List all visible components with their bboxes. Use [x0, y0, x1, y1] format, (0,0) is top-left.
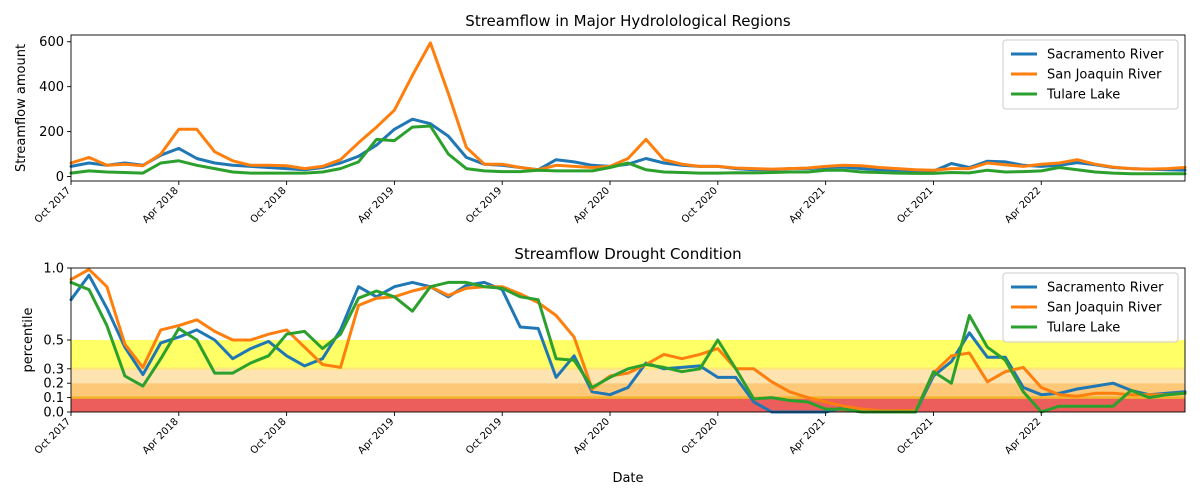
legend-label: Tulare Lake [1046, 88, 1120, 103]
chart-1-legend: Sacramento River San Joaquin River Tulare … [1002, 39, 1179, 110]
chart-2-y-axis-label: percentile [21, 307, 36, 372]
drought-band-1 [71, 368, 1185, 384]
y-tick-label: 400 [39, 80, 64, 95]
series-line-tulare-lake [69, 124, 1187, 176]
y-tick-label: 0.1 [43, 391, 64, 406]
legend-label: San Joaquin River [1047, 68, 1162, 83]
chart-1-series-layer [69, 41, 1187, 176]
plot-frame [70, 34, 1186, 182]
drought-band-3 [71, 397, 1185, 412]
legend-box [1002, 272, 1179, 343]
series-line-san-joaquin-river [69, 41, 1187, 172]
y-tick-label: 0.2 [43, 377, 64, 392]
chart-1-y-axis-label: Streamflow amount [14, 44, 29, 172]
chart-2-title: Streamflow Drought Condition [514, 245, 741, 263]
legend-label: Tulare Lake [1046, 321, 1120, 336]
y-tick-label: 600 [39, 35, 64, 50]
chart-2-x-axis-label: Date [612, 471, 643, 486]
y-tick-label: 0.0 [43, 406, 64, 421]
y-tick-label: 0.3 [43, 362, 64, 377]
series-line-tulare-lake [69, 280, 1187, 414]
legend-label: Sacramento River [1047, 281, 1164, 296]
chart-1-title: Streamflow in Major Hydrolological Regio… [465, 12, 791, 30]
series-line-san-joaquin-river [69, 267, 1187, 413]
chart-2-legend: Sacramento River San Joaquin River Tulare … [1002, 272, 1179, 343]
legend-box [1002, 39, 1179, 110]
legend-label: Sacramento River [1047, 48, 1164, 63]
y-tick-label: 1.0 [43, 262, 64, 277]
y-tick-label: 200 [39, 125, 64, 140]
chart-2-series-layer [69, 267, 1187, 414]
y-tick-label: 0 [56, 170, 64, 185]
legend-label: San Joaquin River [1047, 301, 1162, 316]
y-tick-label: 0.5 [43, 334, 64, 349]
drought-band-2 [71, 383, 1185, 398]
